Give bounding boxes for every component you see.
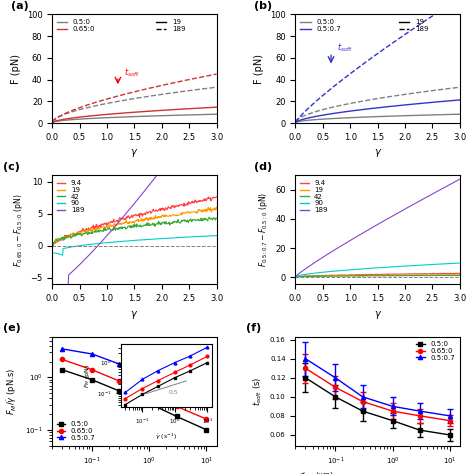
X-axis label: $\gamma$: $\gamma$: [374, 309, 382, 320]
X-axis label: $\gamma$: $\gamma$: [130, 147, 138, 159]
Legend: 0.5:0, 0.65:0, 0.5:0.7: 0.5:0, 0.65:0, 0.5:0.7: [415, 340, 456, 362]
Text: $d_{soft}$ ($\mu$m): $d_{soft}$ ($\mu$m): [299, 470, 333, 474]
Legend: 9.4, 19, 42, 90, 189: 9.4, 19, 42, 90, 189: [299, 179, 329, 214]
Legend: 19, 189: 19, 189: [155, 18, 187, 34]
Text: (a): (a): [11, 1, 29, 11]
Y-axis label: $F_{0.65:0}-F_{0.5:0}$ (pN): $F_{0.65:0}-F_{0.5:0}$ (pN): [11, 193, 25, 267]
Y-axis label: $t_{soft}$ (s): $t_{soft}$ (s): [252, 376, 264, 406]
X-axis label: $\gamma$: $\gamma$: [374, 147, 382, 159]
Legend: 9.4, 19, 42, 90, 189: 9.4, 19, 42, 90, 189: [55, 179, 86, 214]
X-axis label: $\gamma$: $\gamma$: [130, 309, 138, 320]
X-axis label: $\dot{\gamma}$ (s$^{-1}$): $\dot{\gamma}$ (s$^{-1}$): [120, 472, 149, 474]
Text: (f): (f): [246, 323, 261, 333]
Y-axis label: F (pN): F (pN): [255, 54, 264, 84]
Y-axis label: $F_M/\dot{\gamma}$ (pN.s): $F_M/\dot{\gamma}$ (pN.s): [5, 368, 19, 415]
X-axis label: $\dot{\gamma}$ (s$^{-1}$): $\dot{\gamma}$ (s$^{-1}$): [363, 472, 392, 474]
Text: $t_{soft}$: $t_{soft}$: [125, 66, 141, 79]
Text: (c): (c): [3, 162, 20, 172]
Text: (d): (d): [255, 162, 273, 172]
Legend: 0.5:0, 0.65:0, 0.5:0.7: 0.5:0, 0.65:0, 0.5:0.7: [55, 420, 97, 442]
Y-axis label: F (pN): F (pN): [11, 54, 21, 84]
Legend: 19, 189: 19, 189: [398, 18, 430, 34]
Text: $t_{soft}$: $t_{soft}$: [337, 41, 353, 54]
Y-axis label: $F_{0.5:0.7}-F_{0.5:0}$ (pN): $F_{0.5:0.7}-F_{0.5:0}$ (pN): [256, 192, 270, 267]
Text: (e): (e): [3, 323, 20, 333]
Text: (b): (b): [255, 1, 273, 11]
